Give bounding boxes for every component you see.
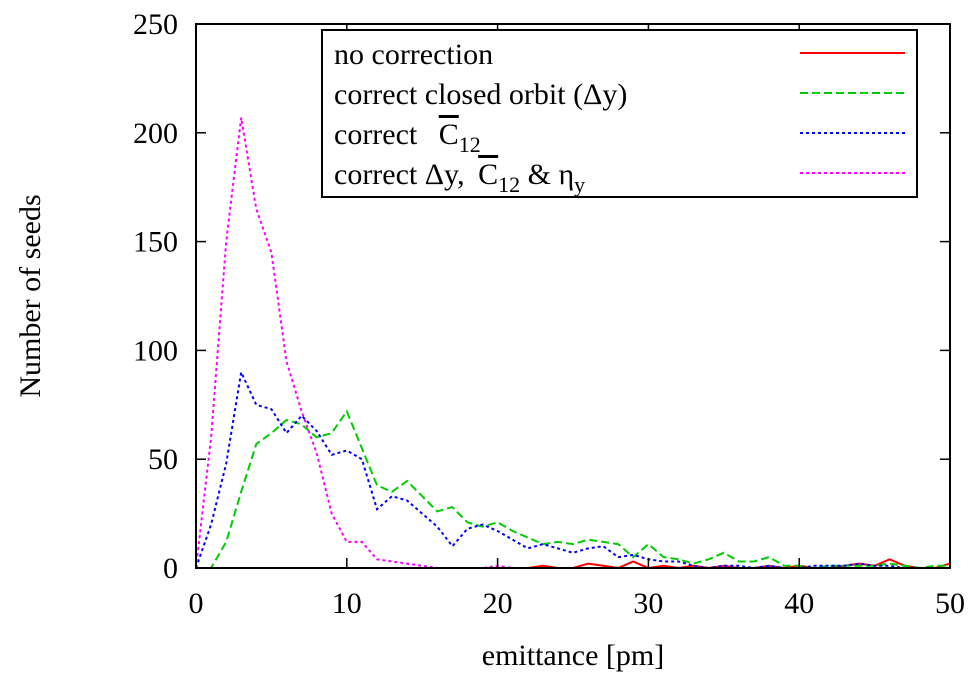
y-tick-label: 150 [133, 226, 178, 259]
y-tick-label: 200 [133, 117, 178, 150]
legend-label-no-correction: no correction [334, 38, 493, 71]
legend-label-all: correct Δy, C12 & ηy [334, 158, 585, 197]
y-tick-label: 250 [133, 8, 178, 41]
ticks-layer: 0 10 20 30 40 50 0 50 100 150 200 250 [133, 8, 965, 620]
series-line-3 [195, 117, 950, 569]
y-axis-title: Number of seeds [14, 194, 47, 397]
series-line-2 [195, 368, 950, 570]
legend-samples [800, 52, 905, 174]
legend: no correction correct closed orbit (Δy) … [321, 29, 918, 198]
x-tick-label: 40 [784, 587, 814, 620]
y-tick-label: 50 [148, 443, 178, 476]
x-tick-label: 20 [483, 587, 513, 620]
x-axis-title: emittance [pm] [482, 639, 664, 672]
series-line-1 [196, 409, 950, 570]
plot-frame [195, 23, 951, 569]
x-tick-label: 0 [189, 587, 204, 620]
y-tick-label: 100 [133, 334, 178, 367]
legend-label-closed-orbit: correct closed orbit (Δy) [334, 78, 627, 111]
x-tick-label: 50 [935, 587, 965, 620]
legend-box [321, 29, 918, 198]
x-tick-label: 30 [633, 587, 663, 620]
legend-label-c12: correct C12 [334, 118, 481, 157]
x-tick-label: 10 [332, 587, 362, 620]
y-tick-label: 0 [163, 552, 178, 585]
